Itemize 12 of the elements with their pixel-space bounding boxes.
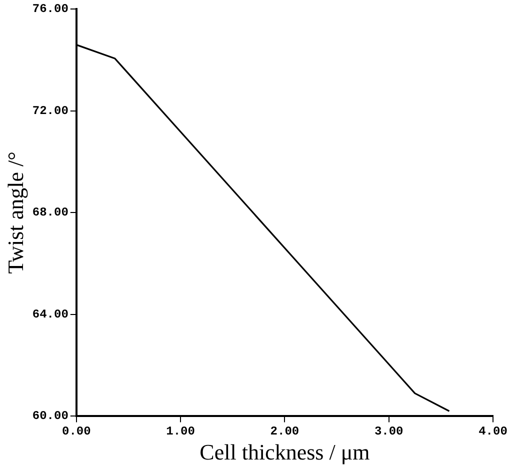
x-axis-title: Cell thickness / μm (200, 440, 370, 465)
x-tick-label: 4.00 (478, 424, 508, 438)
y-tick-label: 72.00 (32, 104, 68, 118)
x-tick-label: 0.00 (62, 424, 91, 438)
y-tick-label: 68.00 (32, 206, 68, 220)
y-tick-label: 76.00 (32, 2, 68, 16)
y-axis-title: Twist angle /° (2, 152, 28, 274)
x-tick-label: 2.00 (270, 424, 300, 438)
x-tick-label: 1.00 (166, 424, 195, 438)
y-tick-label: 60.00 (32, 409, 68, 424)
y-tick-label: 64.00 (32, 307, 68, 322)
x-tick-label: 3.00 (374, 424, 404, 438)
